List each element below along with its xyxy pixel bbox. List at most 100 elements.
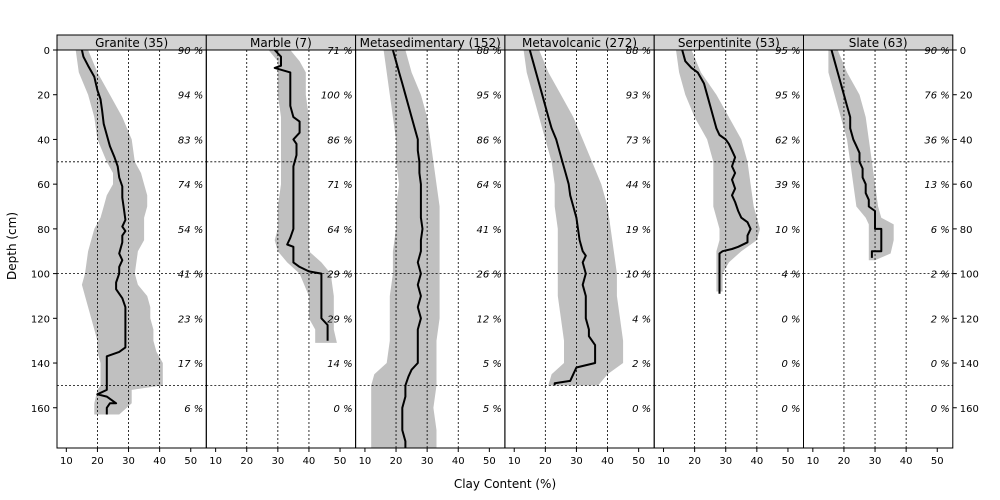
band-metavolcanic [523,50,624,386]
y-tick-label-right: 100 [960,270,979,281]
x-tick-label-serpentinite: 30 [719,456,732,467]
x-tick-label-serpentinite: 10 [657,456,670,467]
pct-label-metasedimentary: 5 % [483,404,502,415]
y-axis-title: Depth (cm) [5,212,19,280]
y-tick-label-left: 60 [37,180,50,191]
pct-label-metasedimentary: 41 % [476,225,501,236]
pct-label-granite: 94 % [178,91,203,102]
x-tick-label-granite: 40 [153,456,166,467]
x-tick-label-serpentinite: 50 [782,456,795,467]
pct-label-slate: 90 % [924,46,949,57]
pct-label-serpentinite: 4 % [781,270,800,281]
pct-label-metavolcanic: 4 % [632,314,651,325]
panel-marble: Marble (7)71 %100 %86 %71 %64 %29 %29 %1… [205,34,357,467]
y-tick-label-right: 20 [960,91,973,102]
pct-label-marble: 86 % [327,135,352,146]
x-tick-label-slate: 20 [838,456,851,467]
x-tick-label-marble: 40 [303,456,316,467]
pct-label-metavolcanic: 0 % [632,404,651,415]
panels-layer: Granite (35) 90 % 94 % 83 % 74 % 54 % 41 % 23 %… [56,34,954,467]
pct-label-metasedimentary: 26 % [476,270,501,281]
band-metasedimentary [371,50,440,448]
pct-label-slate: 13 % [924,180,949,191]
x-tick-label-metasedimentary: 30 [421,456,434,467]
pct-label-metasedimentary: 88 % [476,46,501,57]
panel-serpentinite: Serpentinite (53)95 %95 %62 %39 %10 %4 %… [653,34,805,467]
pct-label-slate: 2 % [931,270,950,281]
pct-label-granite: 54 % [178,225,203,236]
y-tick-label-right: 80 [960,225,973,236]
pct-label-granite: 83 % [178,135,203,146]
pct-label-granite: 17 % [178,359,203,370]
x-tick-label-granite: 30 [122,456,135,467]
pct-label-slate: 36 % [924,135,949,146]
median-line-marble [273,49,329,341]
x-tick-label-slate: 40 [900,456,913,467]
panel-title-metavolcanic: Metavolcanic (272) [522,36,637,50]
pct-label-granite: 6 % [184,404,203,415]
band-marble [268,50,337,343]
x-tick-label-metavolcanic: 10 [508,456,521,467]
x-tick-label-marble: 50 [334,456,347,467]
median-line-serpentinite [681,49,752,294]
pct-label-slate: 2 % [931,314,950,325]
pct-label-serpentinite: 10 % [775,225,800,236]
pct-label-slate: 76 % [924,91,949,102]
pct-label-granite: 23 % [178,314,203,325]
pct-label-marble: 64 % [327,225,352,236]
pct-label-slate: 6 % [931,225,950,236]
median-line-slate [830,49,883,258]
pct-label-serpentinite: 39 % [775,180,800,191]
pct-label-metavolcanic: 2 % [632,359,651,370]
pct-label-granite: 74 % [178,180,203,191]
pct-label-marble: 71 % [327,180,352,191]
pct-label-serpentinite: 0 % [781,359,800,370]
y-tick-label-left: 120 [31,314,50,325]
pct-label-metavolcanic: 10 % [626,270,651,281]
x-tick-label-serpentinite: 40 [750,456,763,467]
panel-metasedimentary: Metasedimentary (152)88 % 95 % 86 % 64 % 41 … [355,34,506,467]
y-tick-label-left: 0 [44,46,50,57]
x-tick-label-metavolcanic: 50 [632,456,645,467]
y-tick-label-left: 160 [31,404,50,415]
x-tick-label-metasedimentary: 10 [359,456,372,467]
panel-title-metasedimentary: Metasedimentary (152) [360,36,501,50]
axes-layer: 0 0 20 20 40 40 60 60 80 80 100 100 120 120 140 140 160 1… [31,46,979,415]
pct-label-serpentinite: 62 % [775,135,800,146]
pct-label-granite: 90 % [178,46,203,57]
x-tick-label-granite: 10 [60,456,73,467]
pct-label-metasedimentary: 12 % [476,314,501,325]
x-axis-title: Clay Content (%) [454,477,556,491]
y-tick-label-right: 160 [960,404,979,415]
pct-label-metasedimentary: 5 % [483,359,502,370]
pct-label-marble: 100 % [321,91,353,102]
median-line-metavolcanic [528,49,597,386]
x-tick-label-metasedimentary: 40 [452,456,465,467]
x-tick-label-marble: 10 [209,456,222,467]
band-granite [75,50,163,415]
band-slate [828,50,894,261]
pct-label-serpentinite: 95 % [775,46,800,57]
x-tick-label-slate: 30 [869,456,882,467]
x-tick-label-marble: 20 [240,456,253,467]
panel-title-serpentinite: Serpentinite (53) [678,36,780,50]
band-serpentinite [676,50,760,292]
x-tick-label-serpentinite: 20 [688,456,701,467]
x-tick-label-slate: 10 [806,456,819,467]
pct-label-marble: 29 % [327,270,352,281]
panel-slate: Slate (63) 90 % 76 % 36 % 13 % 6 % 2 % 2 % 0 % 0 … [803,34,954,467]
pct-label-granite: 41 % [178,270,203,281]
pct-label-metavolcanic: 88 % [626,46,651,57]
y-tick-label-right: 60 [960,180,973,191]
pct-label-metasedimentary: 86 % [476,135,501,146]
y-tick-label-left: 80 [37,225,50,236]
panel-metavolcanic: Metavolcanic (272)88 % 93 % 73 % 44 % 19 % 10… [504,34,655,467]
x-tick-label-granite: 50 [184,456,197,467]
pct-label-metasedimentary: 64 % [476,180,501,191]
panel-title-granite: Granite (35) [95,36,168,50]
pct-label-metavolcanic: 73 % [626,135,651,146]
x-tick-label-slate: 50 [931,456,944,467]
pct-label-serpentinite: 95 % [775,91,800,102]
y-tick-label-left: 40 [37,135,50,146]
